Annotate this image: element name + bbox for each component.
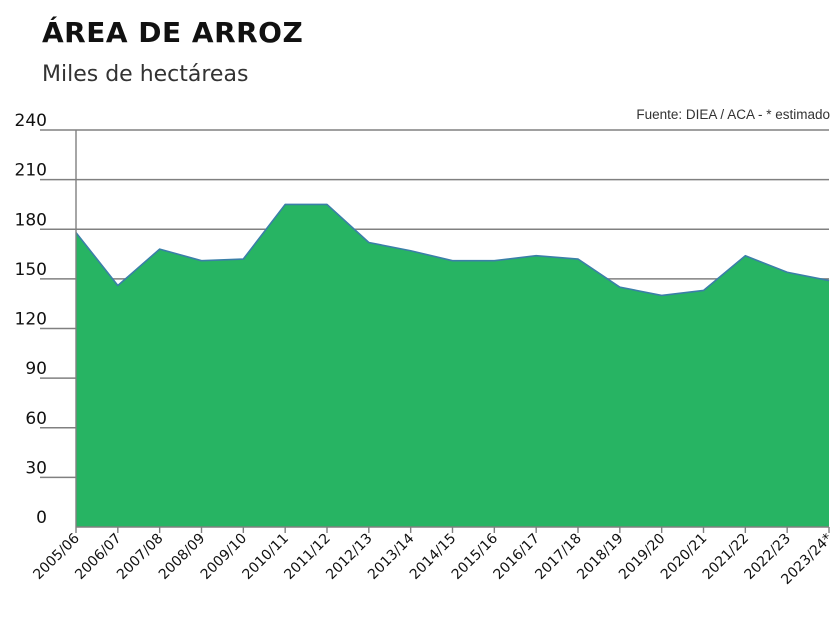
data-point	[660, 293, 664, 297]
data-point	[785, 270, 789, 274]
chart-subtitle: Miles de hectáreas	[42, 62, 249, 87]
y-tick-label: 120	[15, 310, 47, 330]
y-axis: 0 30 60 90 120 150 180 210 240	[15, 111, 77, 528]
area-fill	[76, 204, 829, 527]
data-point	[451, 259, 455, 263]
data-point	[325, 202, 329, 206]
y-tick-label: 30	[25, 458, 47, 478]
y-tick-label: 240	[15, 111, 47, 131]
data-point	[492, 259, 496, 263]
y-tick-label: 90	[25, 359, 47, 379]
y-tick-label: 60	[25, 409, 47, 429]
source-note: Fuente: DIEA / ACA - * estimado	[636, 107, 830, 122]
data-point	[409, 249, 413, 253]
data-point	[702, 288, 706, 292]
data-point	[116, 283, 120, 287]
data-point	[200, 259, 204, 263]
x-axis: 2005/062006/072007/082008/092009/102010/…	[30, 526, 836, 588]
y-tick-label: 150	[15, 260, 47, 280]
chart-title: ÁREA DE ARROZ	[42, 16, 304, 49]
data-point	[367, 240, 371, 244]
area-series	[75, 202, 831, 527]
data-point	[534, 254, 538, 258]
y-tick-label: 0	[36, 508, 47, 528]
data-point	[241, 257, 245, 261]
data-point	[618, 285, 622, 289]
data-point	[283, 202, 287, 206]
y-tick-label: 180	[15, 210, 47, 230]
data-point	[743, 254, 747, 258]
y-tick-label: 210	[15, 161, 47, 181]
area-line	[75, 203, 830, 297]
data-point	[158, 247, 162, 251]
data-point	[827, 279, 831, 283]
data-point	[576, 257, 580, 261]
